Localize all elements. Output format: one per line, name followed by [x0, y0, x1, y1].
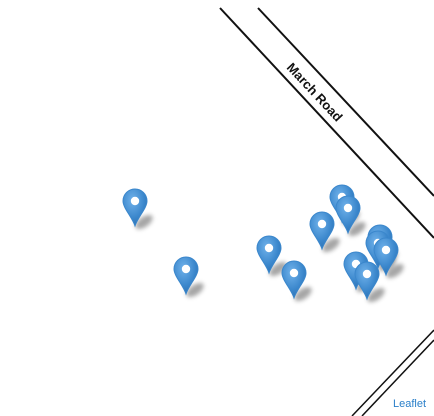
marker-center-dot	[343, 203, 353, 213]
road-edge-b	[361, 339, 434, 416]
map-pin-icon[interactable]	[122, 188, 148, 228]
marker-shadow	[135, 214, 153, 230]
marker-center-dot	[264, 243, 274, 253]
map-pin-icon[interactable]	[281, 260, 307, 300]
map-pin-icon[interactable]	[309, 211, 335, 251]
marker-body	[256, 235, 282, 275]
marker-center-dot	[289, 268, 299, 278]
road-edge-a	[351, 329, 434, 416]
map-pin-icon[interactable]	[173, 256, 199, 296]
marker-body	[122, 188, 148, 228]
marker-shadow	[186, 282, 204, 298]
marker-body	[335, 195, 361, 235]
road-lower-right	[351, 329, 434, 416]
marker-center-dot	[381, 245, 391, 255]
marker-shadow	[367, 287, 385, 303]
attribution-link[interactable]: Leaflet	[390, 398, 428, 410]
road-edge-left	[219, 7, 434, 239]
marker-body	[281, 260, 307, 300]
map-pin-icon[interactable]	[256, 235, 282, 275]
marker-shadow	[269, 261, 287, 277]
road-edge-right	[257, 7, 434, 197]
map-pin-icon[interactable]	[354, 261, 380, 301]
marker-center-dot	[317, 219, 327, 229]
markers-layer	[122, 184, 399, 301]
marker-center-dot	[130, 196, 140, 206]
marker-shadow	[386, 263, 404, 279]
road-march-road: March Road	[219, 7, 434, 239]
marker-center-dot	[181, 264, 191, 274]
marker-body	[373, 237, 399, 277]
map-pin-icon[interactable]	[373, 237, 399, 277]
map-pin-icon[interactable]	[335, 195, 361, 235]
marker-body	[354, 261, 380, 301]
marker-center-dot	[362, 269, 372, 279]
marker-shadow	[322, 237, 340, 253]
marker-body	[309, 211, 335, 251]
marker-body	[173, 256, 199, 296]
marker-shadow	[348, 221, 366, 237]
marker-shadow	[294, 286, 312, 302]
